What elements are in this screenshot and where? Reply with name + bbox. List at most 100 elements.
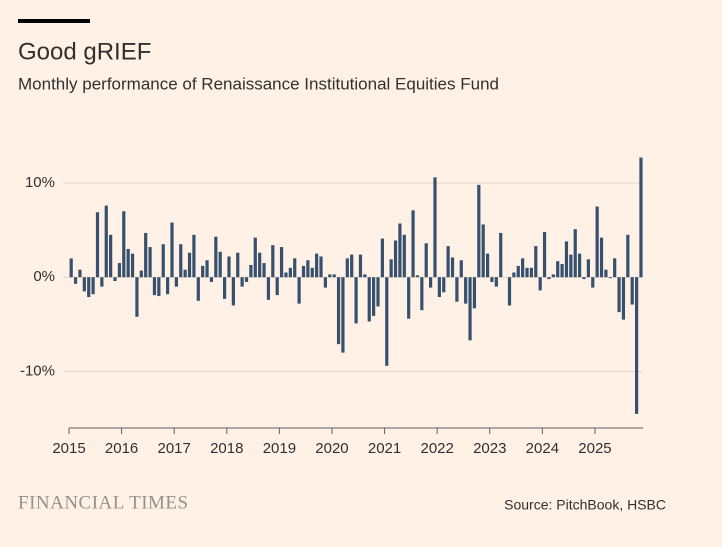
bar bbox=[578, 253, 582, 278]
bar bbox=[332, 274, 336, 278]
bar bbox=[109, 234, 113, 278]
bar bbox=[586, 259, 590, 278]
bar bbox=[455, 277, 459, 302]
bar bbox=[468, 277, 472, 341]
bar bbox=[569, 254, 573, 278]
bar bbox=[196, 277, 200, 301]
bar bbox=[626, 234, 630, 278]
bar bbox=[582, 277, 586, 280]
bar bbox=[187, 252, 192, 278]
bar bbox=[161, 244, 165, 278]
bar bbox=[485, 253, 490, 278]
bar bbox=[82, 277, 86, 292]
bar bbox=[279, 247, 284, 278]
bar bbox=[166, 277, 170, 295]
bar bbox=[95, 212, 100, 278]
bar bbox=[516, 265, 520, 278]
bar bbox=[415, 275, 420, 278]
bar bbox=[617, 277, 621, 313]
bar bbox=[560, 264, 564, 278]
bar bbox=[218, 251, 222, 278]
bar bbox=[472, 277, 477, 309]
bar bbox=[634, 277, 639, 414]
bar bbox=[157, 277, 161, 297]
bar bbox=[91, 277, 95, 295]
bar bbox=[393, 240, 398, 278]
bar bbox=[244, 277, 249, 282]
bar bbox=[442, 277, 446, 293]
x-tick-label: 2015 bbox=[52, 440, 85, 457]
bar bbox=[450, 257, 455, 278]
bar bbox=[604, 269, 608, 278]
bar bbox=[336, 277, 341, 345]
bar bbox=[529, 267, 534, 278]
bar bbox=[249, 264, 253, 278]
x-tick-label: 2022 bbox=[420, 440, 453, 457]
bar bbox=[507, 277, 512, 306]
bar bbox=[512, 272, 516, 278]
y-tick-label: -10% bbox=[20, 362, 55, 379]
bar bbox=[231, 277, 235, 306]
chart-title: Good gRIEF bbox=[18, 38, 151, 65]
x-tick-label: 2018 bbox=[210, 440, 243, 457]
bar bbox=[240, 277, 244, 287]
bar bbox=[591, 277, 595, 288]
bar bbox=[144, 232, 148, 278]
source: Source: PitchBook, HSBC bbox=[504, 497, 666, 513]
bar bbox=[534, 246, 538, 278]
bar bbox=[556, 261, 560, 278]
bar bbox=[389, 259, 393, 278]
bar bbox=[411, 210, 415, 278]
bar bbox=[341, 277, 345, 353]
bar bbox=[407, 277, 411, 319]
x-tick-label: 2025 bbox=[578, 440, 611, 457]
bar bbox=[139, 270, 143, 278]
bar bbox=[117, 263, 122, 278]
bar bbox=[113, 277, 117, 281]
bar bbox=[284, 272, 288, 278]
bar bbox=[363, 274, 367, 278]
bar bbox=[354, 277, 358, 324]
bar bbox=[521, 258, 525, 278]
bar bbox=[525, 267, 529, 278]
bar bbox=[490, 277, 494, 282]
bar bbox=[573, 229, 577, 278]
bar bbox=[398, 223, 402, 278]
bar bbox=[437, 277, 441, 298]
top-rule bbox=[18, 19, 90, 23]
bar bbox=[499, 232, 503, 278]
bar bbox=[152, 277, 157, 296]
bar bbox=[595, 206, 599, 278]
x-tick-label: 2024 bbox=[526, 440, 559, 457]
bar bbox=[135, 277, 139, 317]
bar bbox=[380, 238, 384, 278]
bar bbox=[608, 277, 612, 279]
bar bbox=[209, 277, 214, 282]
bar bbox=[301, 265, 306, 278]
bar bbox=[328, 274, 332, 278]
bar bbox=[192, 234, 196, 278]
bar bbox=[459, 260, 463, 278]
y-tick-label: 0% bbox=[33, 268, 55, 285]
bar bbox=[630, 277, 634, 305]
bar bbox=[253, 237, 257, 278]
bar bbox=[367, 277, 371, 322]
bar bbox=[350, 254, 354, 278]
bar bbox=[477, 184, 481, 278]
bar bbox=[73, 277, 78, 284]
bar bbox=[621, 277, 626, 320]
x-tick-label: 2020 bbox=[315, 440, 348, 457]
bar bbox=[130, 253, 135, 278]
bar bbox=[315, 253, 319, 278]
bar bbox=[297, 277, 301, 304]
bar bbox=[288, 267, 292, 278]
bar bbox=[87, 277, 91, 298]
x-tick-label: 2017 bbox=[158, 440, 191, 457]
bar bbox=[236, 252, 240, 278]
bar bbox=[542, 231, 547, 278]
bar bbox=[258, 252, 262, 278]
bar bbox=[372, 277, 376, 316]
bar bbox=[547, 277, 551, 280]
bar bbox=[122, 211, 126, 278]
bar bbox=[205, 260, 209, 278]
